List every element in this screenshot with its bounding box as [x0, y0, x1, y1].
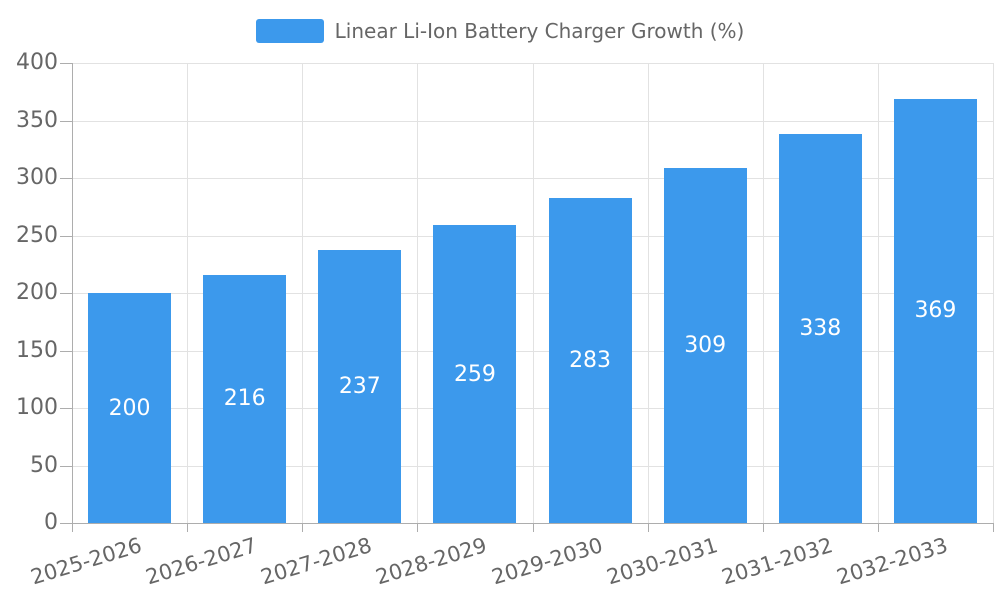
x-axis-tick: [762, 523, 764, 532]
y-axis-tick: [60, 120, 72, 122]
y-axis-line: [72, 63, 73, 532]
bar[interactable]: 200: [88, 293, 172, 523]
x-axis-category-label: 2028-2029: [373, 533, 490, 590]
bar-value-label: 216: [223, 386, 266, 412]
x-axis-category-label: 2032-2033: [833, 533, 951, 590]
x-axis-tick: [187, 523, 189, 532]
gridline-vertical: [187, 63, 189, 523]
x-axis-category-label: 2026-2027: [143, 533, 260, 590]
gridline-vertical: [302, 63, 304, 523]
y-axis-tick-label: 200: [16, 280, 58, 305]
bar-value-label: 200: [108, 395, 151, 421]
bar[interactable]: 216: [203, 274, 287, 523]
y-axis-tick: [60, 465, 72, 467]
x-axis-tick: [647, 523, 649, 532]
bar[interactable]: 309: [663, 167, 747, 523]
legend-label: Linear Li-Ion Battery Charger Growth (%): [334, 19, 745, 43]
x-axis-category-label: 2031-2032: [718, 533, 836, 590]
y-axis-tick-label: 50: [30, 452, 58, 478]
gridline-vertical: [993, 63, 994, 523]
y-axis-tick: [60, 178, 72, 179]
gridline-vertical: [762, 63, 764, 523]
bar-value-label: 309: [684, 332, 727, 358]
bar[interactable]: 237: [318, 250, 402, 523]
gridline-vertical: [647, 63, 649, 523]
x-axis-tick: [877, 523, 879, 532]
y-axis-tick: [60, 523, 72, 524]
bar[interactable]: 369: [893, 98, 977, 523]
y-axis-tick-label: 400: [16, 50, 58, 75]
bar[interactable]: 338: [778, 134, 862, 523]
x-axis-tick: [993, 523, 994, 532]
y-axis-tick-label: 300: [16, 165, 58, 190]
x-axis-tick: [532, 523, 534, 532]
x-axis-tick: [302, 523, 304, 532]
gridline-vertical: [417, 63, 419, 523]
x-axis-tick: [417, 523, 419, 532]
x-axis-category-label: 2027-2028: [258, 533, 375, 590]
y-axis-tick: [60, 293, 72, 294]
bar[interactable]: 283: [548, 197, 632, 523]
chart-legend[interactable]: Linear Li-Ion Battery Charger Growth (%): [0, 19, 1000, 43]
y-axis-tick: [60, 63, 72, 64]
y-axis-tick-label: 250: [16, 222, 58, 248]
y-axis-tick-label: 350: [16, 107, 58, 133]
bar-value-label: 237: [338, 374, 381, 400]
y-axis-tick: [60, 350, 72, 352]
x-axis-category-label: 2025-2026: [28, 533, 145, 590]
legend-swatch-icon: [255, 19, 324, 43]
gridline-vertical: [532, 63, 534, 523]
bar-value-label: 283: [569, 347, 612, 373]
y-axis-tick-label: 150: [16, 337, 58, 363]
bar-value-label: 259: [453, 361, 496, 387]
bar-value-label: 369: [914, 298, 957, 324]
x-axis-category-label: 2030-2031: [603, 533, 721, 590]
y-axis-tick-label: 100: [16, 395, 58, 420]
bar[interactable]: 259: [433, 225, 517, 523]
y-axis-tick: [60, 408, 72, 409]
x-axis-line: [72, 523, 993, 524]
y-axis-tick: [60, 235, 72, 237]
x-axis-category-label: 2029-2030: [488, 533, 606, 590]
y-axis-tick-label: 0: [44, 510, 58, 535]
bar-value-label: 338: [799, 316, 842, 342]
gridline-vertical: [877, 63, 879, 523]
